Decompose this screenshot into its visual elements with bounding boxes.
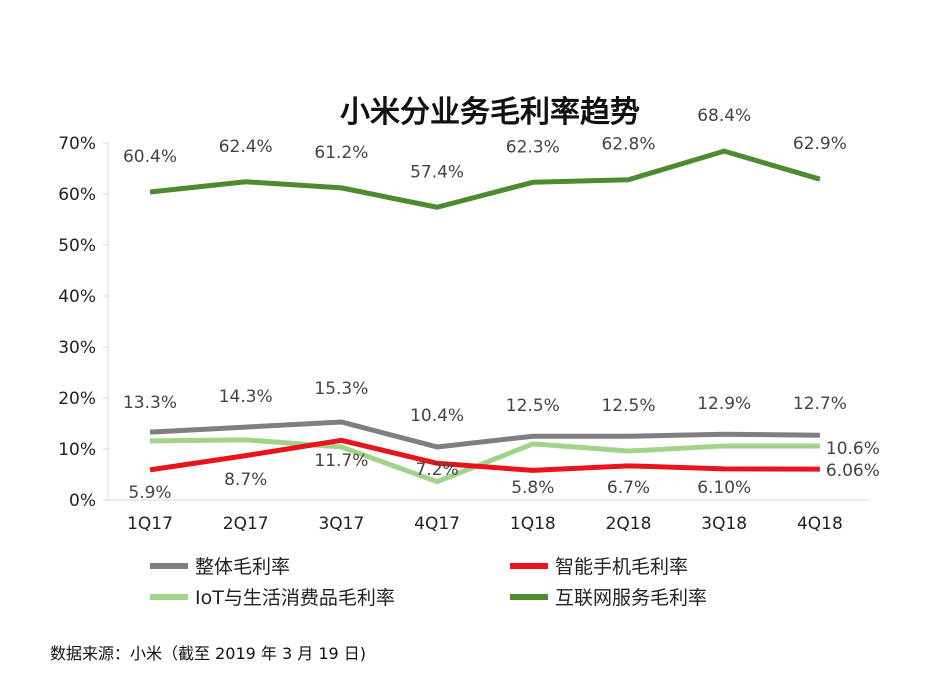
series-line-1 — [149, 437, 820, 473]
data-label: 68.4% — [697, 106, 751, 126]
data-label: 62.3% — [506, 137, 560, 157]
series-line-2 — [149, 437, 820, 485]
data-label: 60.4% — [123, 147, 177, 167]
x-tick-label: 4Q18 — [797, 514, 843, 534]
x-tick-label: 4Q17 — [414, 514, 460, 534]
data-label: 12.5% — [506, 396, 560, 416]
y-tick-label: 30% — [58, 338, 96, 358]
source-note: 数据来源：小米（截至 2019 年 3 月 19 日) — [50, 644, 367, 663]
x-tick-label: 1Q18 — [510, 514, 556, 534]
data-label: 12.7% — [793, 394, 847, 414]
data-label: 61.2% — [314, 143, 368, 163]
x-tick-label: 2Q17 — [223, 514, 269, 534]
series-line-3 — [149, 148, 821, 210]
data-label: 57.4% — [410, 162, 464, 182]
data-label: 62.9% — [793, 134, 847, 154]
data-label: 11.7% — [314, 451, 368, 471]
data-label: 12.9% — [697, 394, 751, 414]
data-label: 14.3% — [219, 387, 273, 407]
y-tick-label: 0% — [69, 491, 96, 511]
data-label: 5.9% — [128, 483, 171, 503]
data-label: 6.7% — [607, 478, 650, 498]
data-label: 15.3% — [314, 379, 368, 399]
data-label: 62.8% — [601, 135, 655, 155]
y-tick-label: 70% — [58, 134, 96, 154]
x-tick-label: 1Q17 — [127, 514, 173, 534]
data-label: 8.7% — [224, 470, 267, 490]
data-label: 6.10% — [697, 478, 751, 498]
data-label: 62.4% — [219, 137, 273, 157]
data-label: 12.5% — [601, 396, 655, 416]
data-label: 7.2% — [415, 460, 458, 480]
data-label: 10.6% — [826, 439, 880, 459]
y-tick-label: 20% — [58, 389, 96, 409]
chart-title: 小米分业务毛利率趋势 — [340, 95, 640, 130]
x-tick-label: 3Q17 — [318, 514, 364, 534]
y-tick-label: 60% — [58, 185, 96, 205]
y-tick-label: 40% — [58, 287, 96, 307]
x-tick-label: 2Q18 — [606, 514, 652, 534]
data-label: 13.3% — [123, 393, 177, 413]
legend-label: 智能手机毛利率 — [555, 556, 688, 578]
y-tick-label: 10% — [58, 440, 96, 460]
legend-label: 整体毛利率 — [195, 556, 290, 578]
data-label: 5.8% — [511, 478, 554, 498]
y-tick-label: 50% — [58, 236, 96, 256]
legend-label: IoT与生活消费品毛利率 — [195, 587, 395, 609]
data-label: 6.06% — [826, 461, 880, 481]
series-line-0 — [149, 419, 820, 450]
data-label: 10.4% — [410, 406, 464, 426]
legend-label: 互联网服务毛利率 — [555, 587, 707, 609]
x-tick-label: 3Q18 — [701, 514, 747, 534]
